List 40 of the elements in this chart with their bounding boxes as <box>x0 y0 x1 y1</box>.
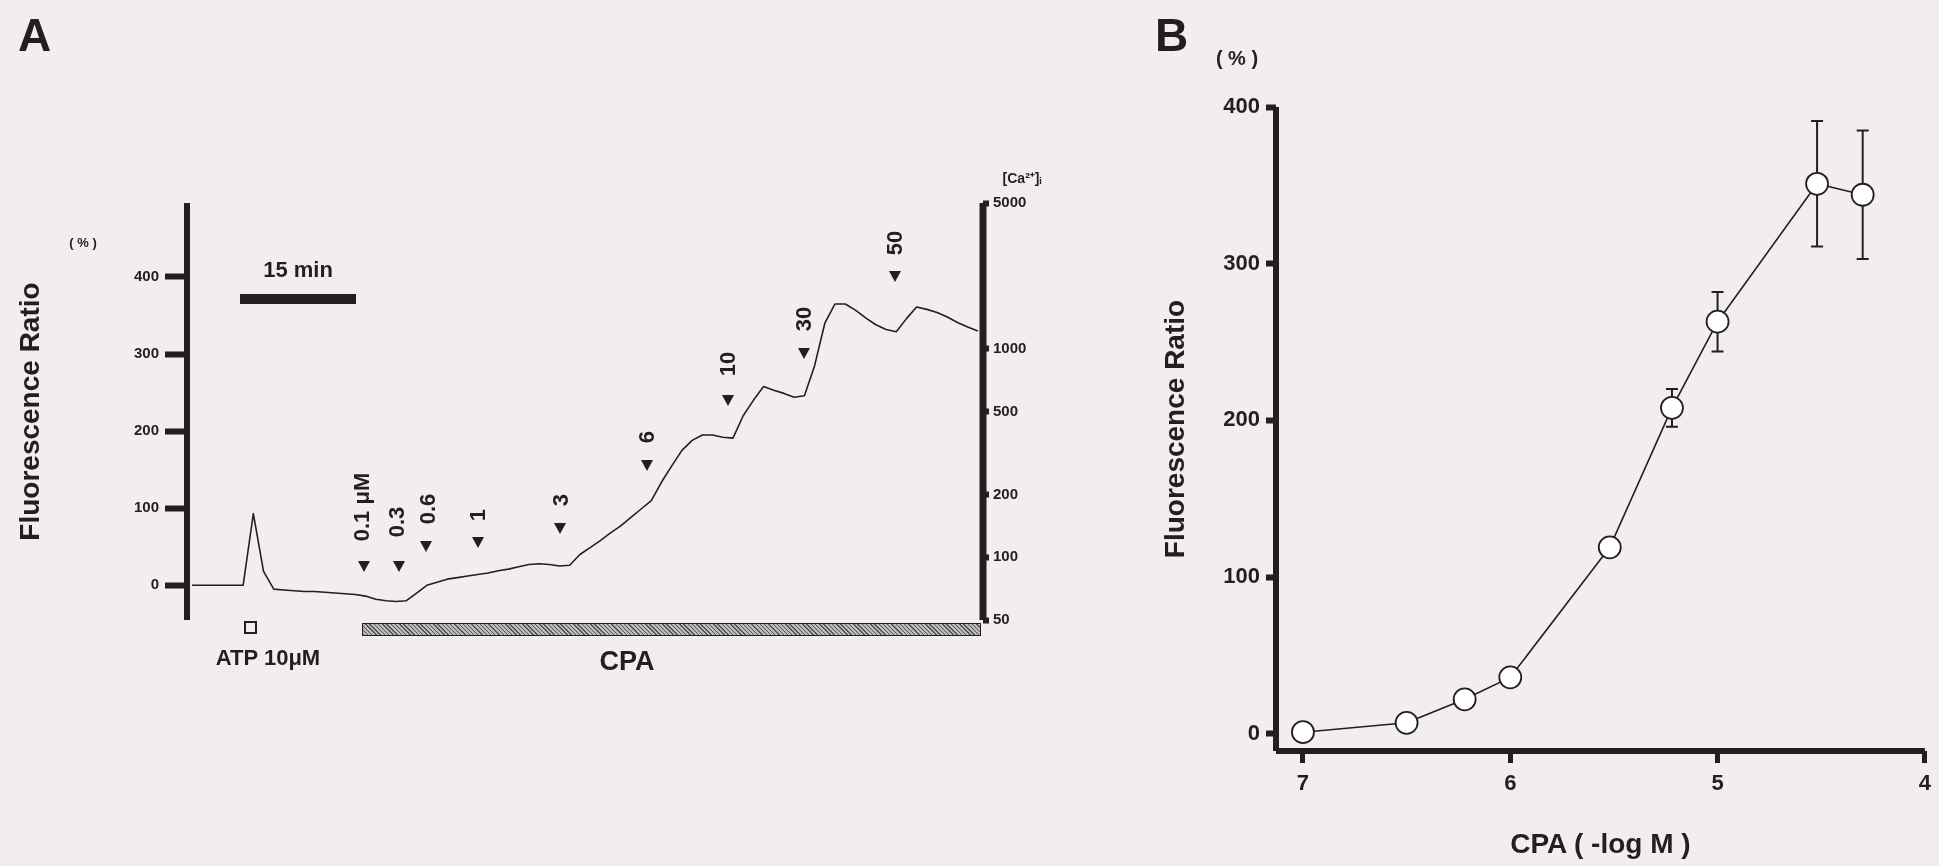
y-tick-label: 400 <box>1223 93 1260 119</box>
y2-tick-label: 1000 <box>993 338 1027 356</box>
y2-tick-label: 5000 <box>993 193 1027 211</box>
annotation: 30 <box>791 306 816 332</box>
y-tick-label: 400 <box>133 267 159 285</box>
text: CPA <box>599 645 655 676</box>
annotation: 0.1 μM <box>349 472 374 542</box>
y-axis-title: Fluorescence Ratio <box>13 282 45 541</box>
x-tick-label: 4 <box>1918 770 1932 796</box>
y-tick-label: 300 <box>1223 249 1260 275</box>
y-tick-label: 100 <box>1223 563 1260 589</box>
annotation: 50 <box>882 230 907 256</box>
text: ( % ) <box>69 234 97 250</box>
annotation: 3 <box>548 493 573 507</box>
y2-tick-label: 500 <box>993 401 1019 419</box>
annotation: 1 <box>465 508 490 522</box>
text: ATP 10μM <box>215 645 321 670</box>
x-tick-label: 7 <box>1296 770 1310 796</box>
x-tick-label: 6 <box>1504 770 1517 796</box>
y-axis-title: Fluorescence Ratio <box>1158 299 1190 559</box>
y-tick-label: 100 <box>133 498 159 516</box>
annotation: 15 min <box>263 257 333 282</box>
y-tick-label: 0 <box>1247 719 1260 745</box>
x-tick-label: 5 <box>1711 770 1724 796</box>
y2-tick-label: 50 <box>993 610 1010 628</box>
chart-title: A <box>18 9 52 61</box>
y-tick-label: 200 <box>133 421 159 439</box>
y-tick-label: 200 <box>1223 406 1260 432</box>
annotation: 10 <box>715 351 740 377</box>
y-tick-label: 300 <box>133 344 159 362</box>
annotation: 0.3 <box>384 506 409 538</box>
y2-axis-title: [Ca²⁺]ᵢ <box>1002 170 1042 186</box>
y2-tick-label: 200 <box>993 484 1019 502</box>
annotation: 6 <box>634 430 659 444</box>
x-axis-title: CPA ( -log M ) <box>1510 827 1691 859</box>
text: ( % ) <box>1215 47 1259 69</box>
chart-title: B <box>1155 9 1189 61</box>
annotation: 0.6 <box>415 493 440 525</box>
y-tick-label: 0 <box>150 575 159 593</box>
y2-tick-label: 100 <box>993 547 1019 565</box>
